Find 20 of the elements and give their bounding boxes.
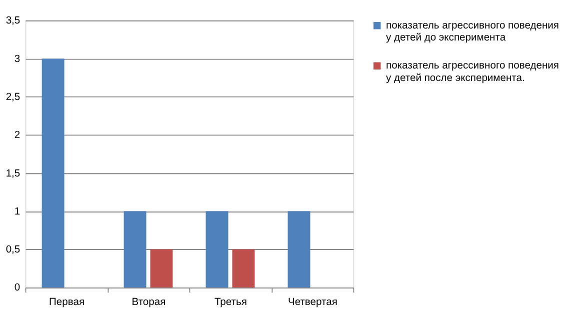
x-tick-label: Третья (214, 296, 247, 308)
x-tick-label: Первая (48, 296, 85, 308)
y-tick-label: 0,5 (6, 244, 20, 256)
x-tick-label: Вторая (132, 296, 166, 308)
x-tick-label: Четвертая (288, 296, 338, 308)
bar (232, 249, 255, 288)
bar (42, 58, 64, 288)
y-tick-label: 3,5 (6, 16, 20, 27)
bar (124, 211, 146, 288)
y-tick-label: 1,5 (6, 168, 20, 180)
y-tick-label: 2,5 (6, 92, 20, 104)
y-tick-label: 2 (14, 130, 20, 142)
legend-label: показатель агрессивного поведения у детей после эксперимента. (386, 60, 559, 84)
bar (288, 211, 310, 288)
y-tick-label: 1 (14, 206, 20, 218)
bar (150, 249, 173, 288)
legend-label: показатель агрессивного поведения у детей до эксперимента (386, 20, 559, 44)
y-tick-label: 3 (14, 54, 20, 65)
bar (206, 211, 228, 288)
y-tick-label: 0 (14, 282, 20, 294)
